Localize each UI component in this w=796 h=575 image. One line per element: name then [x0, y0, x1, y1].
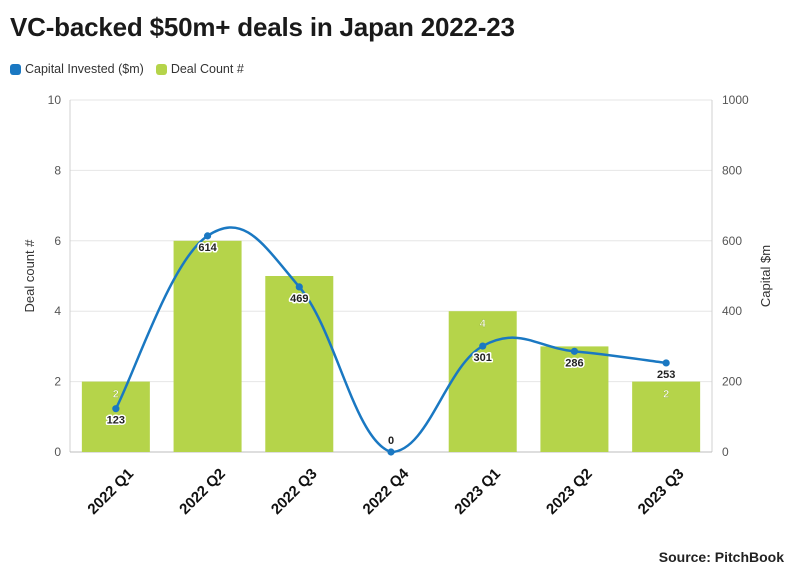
y-tick-label-right: 0	[722, 445, 729, 459]
y-tick-label-left: 4	[54, 304, 61, 318]
y-tick-label-left: 0	[54, 445, 61, 459]
bar	[265, 276, 334, 452]
y-tick-label-left: 6	[54, 234, 61, 248]
line-data-label: 301	[474, 352, 492, 364]
x-tick-label: 2022 Q1	[84, 465, 137, 518]
y-tick-label-left: 2	[54, 375, 61, 389]
y-axis-title-left: Deal count #	[22, 239, 37, 313]
bar	[81, 381, 150, 452]
y-tick-label-right: 800	[722, 163, 742, 177]
x-tick-label: 2023 Q1	[451, 465, 504, 518]
line-data-label: 469	[290, 293, 308, 305]
x-tick-label: 2022 Q3	[268, 465, 321, 518]
line-point	[387, 448, 395, 456]
y-tick-label-right: 600	[722, 234, 742, 248]
capital-line	[114, 226, 667, 454]
x-tick-label: 2023 Q3	[635, 465, 688, 518]
line-point	[112, 405, 120, 413]
line-data-label: 123	[107, 415, 125, 427]
line-data-label: 0	[388, 435, 394, 447]
legend-swatch-capital	[10, 63, 21, 75]
x-tick-label: 2022 Q2	[176, 465, 229, 518]
y-axis-title-right: Capital $m	[758, 245, 773, 307]
bar	[540, 346, 609, 452]
bar	[173, 240, 242, 452]
line-point	[295, 283, 303, 291]
line-data-label: 614	[198, 242, 217, 254]
y-tick-label-right: 200	[722, 375, 742, 389]
line-data-label: 286	[565, 357, 583, 369]
bar	[632, 381, 701, 452]
legend-item-deal-count[interactable]: Deal Count #	[155, 62, 244, 76]
line-point	[479, 342, 487, 350]
line-point	[203, 232, 212, 240]
line-point	[570, 347, 579, 355]
legend-label-deal-count: Deal Count #	[170, 62, 244, 76]
x-tick-label: 2022 Q4	[360, 465, 413, 518]
legend: Capital Invested ($m) Deal Count #	[10, 62, 244, 76]
bar-data-label: 2	[113, 389, 119, 401]
y-tick-label-right: 400	[722, 304, 742, 318]
x-tick-label: 2023 Q2	[543, 465, 596, 518]
bar	[448, 311, 517, 452]
y-tick-label-left: 10	[48, 93, 62, 107]
chart-title: VC-backed $50m+ deals in Japan 2022-23	[10, 12, 515, 42]
line-point	[662, 359, 670, 367]
bar-data-label: 4	[480, 318, 487, 330]
legend-item-capital[interactable]: Capital Invested ($m)	[10, 62, 144, 76]
y-tick-label-left: 8	[54, 163, 61, 177]
bar-data-label: 2	[663, 389, 669, 401]
source-note: Source: PitchBook	[658, 549, 784, 565]
line-data-label: 253	[657, 369, 675, 381]
legend-swatch-deal-count	[155, 63, 167, 75]
y-tick-label-right: 1000	[722, 93, 749, 107]
legend-label-capital: Capital Invested ($m)	[25, 62, 144, 76]
